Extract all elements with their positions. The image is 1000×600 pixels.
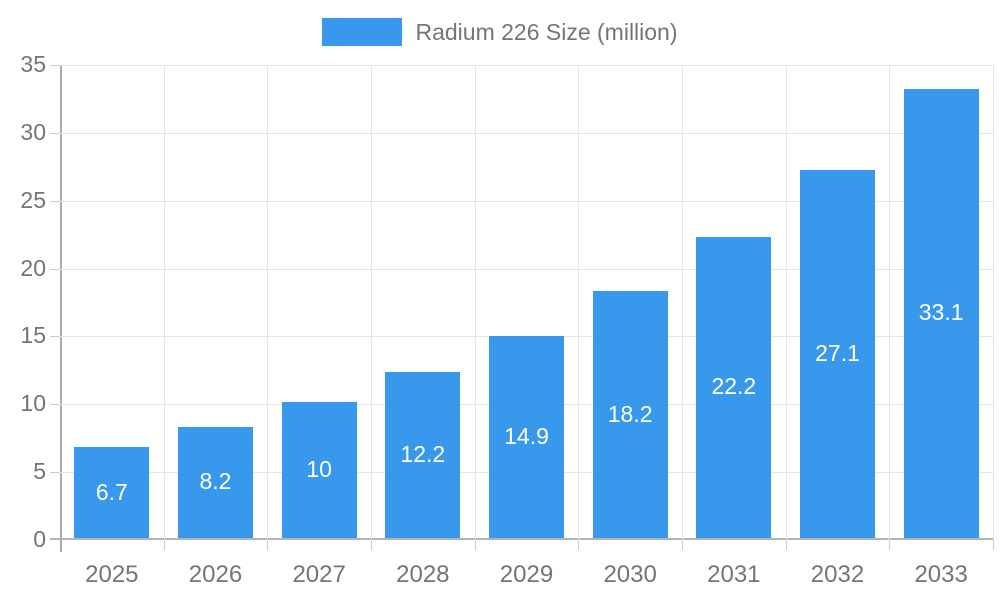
x-axis-tick bbox=[785, 540, 787, 550]
gridline-vertical bbox=[993, 65, 994, 540]
bar: 22.2 bbox=[696, 236, 772, 538]
y-axis-tick bbox=[50, 132, 60, 134]
y-axis-tick bbox=[50, 65, 60, 66]
gridline-vertical bbox=[474, 65, 476, 540]
bar-value-label: 8.2 bbox=[199, 468, 232, 495]
gridline-vertical bbox=[889, 65, 891, 540]
gridline-vertical bbox=[682, 65, 683, 540]
y-tick-label: 20 bbox=[20, 254, 46, 281]
x-tick-label: 2032 bbox=[810, 561, 865, 588]
bar-value-label: 12.2 bbox=[400, 441, 446, 468]
y-axis-tick bbox=[50, 472, 60, 474]
x-axis-tick bbox=[993, 540, 994, 550]
x-axis-tick bbox=[163, 540, 165, 550]
bar: 12.2 bbox=[385, 372, 461, 538]
x-axis-tick bbox=[371, 540, 372, 550]
legend-label: Radium 226 Size (million) bbox=[415, 18, 678, 45]
x-axis-tick bbox=[267, 540, 269, 550]
y-axis-tick bbox=[50, 200, 60, 202]
bar-value-label: 27.1 bbox=[815, 340, 860, 367]
x-axis-tick bbox=[578, 540, 580, 550]
x-tick-label: 2033 bbox=[914, 561, 968, 588]
gridline-horizontal bbox=[60, 268, 993, 270]
x-tick-label: 2028 bbox=[396, 561, 450, 588]
y-tick-label: 30 bbox=[20, 118, 46, 145]
bar: 8.2 bbox=[178, 426, 253, 538]
y-tick-label: 10 bbox=[20, 390, 46, 417]
y-axis-tick bbox=[50, 404, 60, 406]
gridline-horizontal bbox=[60, 132, 993, 134]
bar-value-label: 10 bbox=[306, 456, 332, 483]
x-axis-tick bbox=[474, 540, 476, 550]
gridline-vertical bbox=[785, 65, 787, 540]
y-axis-tick bbox=[50, 268, 60, 270]
bar-value-label: 33.1 bbox=[918, 299, 964, 326]
y-tick-label: 25 bbox=[20, 186, 46, 213]
gridline-vertical bbox=[371, 65, 372, 540]
x-tick-label: 2029 bbox=[499, 561, 554, 588]
y-axis-line bbox=[60, 65, 62, 552]
x-tick-label: 2026 bbox=[188, 561, 243, 588]
x-tick-label: 2031 bbox=[707, 561, 761, 588]
bar-value-label: 22.2 bbox=[711, 373, 757, 400]
y-tick-label: 35 bbox=[20, 51, 46, 77]
x-axis-tick bbox=[889, 540, 891, 550]
x-axis-tick bbox=[682, 540, 683, 550]
gridline-horizontal bbox=[60, 200, 993, 202]
plot-area: 0 5 10 15 20 25 30 35 6.7 2025 8.2 2026 10 2027 12.2 20… bbox=[20, 51, 994, 588]
y-tick-label: 5 bbox=[33, 458, 46, 485]
bar-value-label: 18.2 bbox=[607, 400, 653, 427]
gridline-vertical bbox=[267, 65, 269, 540]
bar: 6.7 bbox=[74, 447, 150, 538]
legend-swatch bbox=[322, 18, 403, 46]
x-tick-label: 2025 bbox=[85, 561, 139, 588]
bar-value-label: 6.7 bbox=[95, 478, 128, 505]
gridline-vertical bbox=[163, 65, 165, 540]
legend: Radium 226 Size (million) bbox=[0, 17, 1000, 47]
bar-value-label: 14.9 bbox=[504, 422, 549, 449]
bar: 10 bbox=[281, 402, 357, 538]
bar: 14.9 bbox=[489, 335, 564, 538]
y-tick-label: 15 bbox=[20, 322, 46, 349]
bar: 27.1 bbox=[800, 170, 875, 538]
bar: 18.2 bbox=[592, 291, 668, 538]
bar: 33.1 bbox=[903, 88, 979, 538]
gridline-horizontal bbox=[60, 65, 993, 66]
y-tick-label: 0 bbox=[33, 526, 46, 552]
y-axis-tick bbox=[50, 336, 60, 338]
x-axis-line bbox=[50, 538, 993, 540]
gridline-vertical bbox=[578, 65, 580, 540]
x-tick-label: 2030 bbox=[603, 561, 657, 588]
x-tick-label: 2027 bbox=[292, 561, 346, 588]
